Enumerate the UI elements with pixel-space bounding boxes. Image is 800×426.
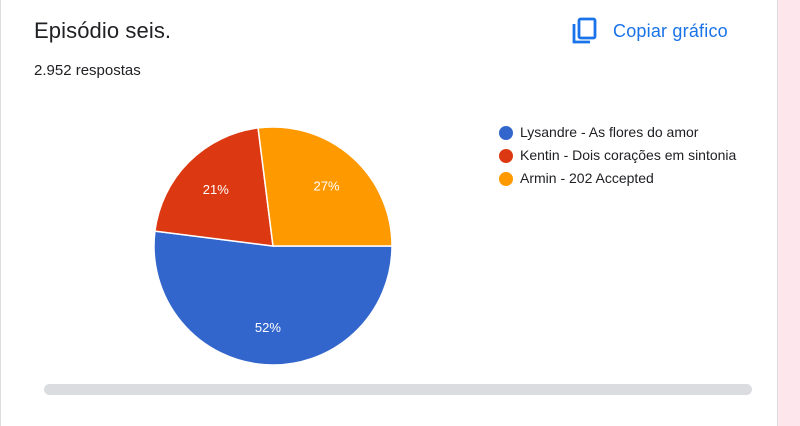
side-strip [778,0,800,426]
question-title: Episódio seis. [34,18,172,43]
legend-swatch [499,172,513,186]
legend-label: Kentin - Dois corações em sintonia [520,147,737,163]
response-count: 2.952 respostas [34,62,141,79]
horizontal-scrollbar[interactable] [44,384,752,395]
response-summary-card: Episódio seis. 2.952 respostas Copiar gr… [0,0,778,426]
legend-swatch [499,149,513,163]
legend-swatch [499,126,513,140]
pie-slice[interactable] [154,127,274,247]
copy-icon [569,16,599,46]
slice-label: 52% [255,320,281,335]
pie-slice[interactable] [153,230,393,366]
pie-chart: 52% 21% 27% [153,126,393,366]
slice-label: 27% [313,178,339,193]
chart-legend: Lysandre - As flores do amor Kentin - Doi… [499,124,739,193]
legend-label: Armin - 202 Accepted [520,170,654,186]
pie-slice[interactable] [257,126,393,247]
legend-item: Lysandre - As flores do amor [499,124,739,141]
legend-item: Kentin - Dois corações em sintonia [499,147,739,164]
slice-label: 21% [203,182,229,197]
copy-chart-button[interactable]: Copiar gráfico [569,14,728,48]
legend-label: Lysandre - As flores do amor [520,124,699,140]
legend-item: Armin - 202 Accepted [499,170,739,187]
copy-chart-label: Copiar gráfico [613,20,728,41]
